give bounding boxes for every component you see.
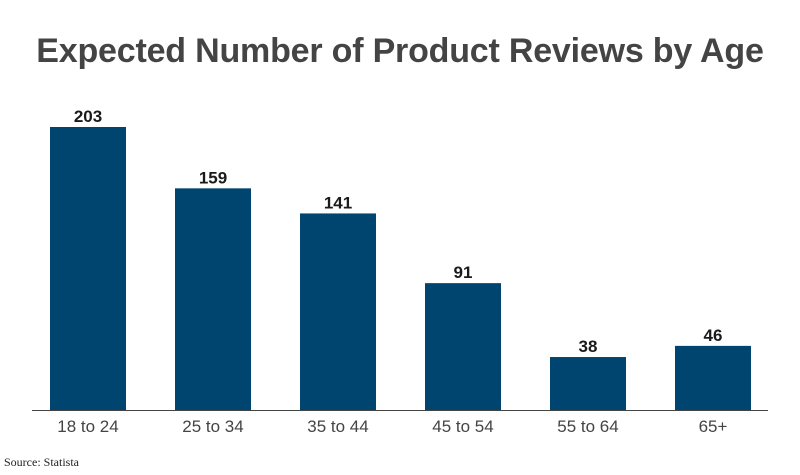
bar-5 bbox=[675, 345, 751, 410]
value-labels-layer: 203 159 141 91 38 46 bbox=[74, 107, 723, 356]
bar-3 bbox=[425, 283, 501, 410]
x-axis-ticks-layer: 18 to 24 25 to 34 35 to 44 45 to 54 55 to 64… bbox=[57, 417, 727, 436]
value-label-0: 203 bbox=[74, 107, 102, 126]
x-tick-label-0: 18 to 24 bbox=[57, 417, 118, 436]
value-label-2: 141 bbox=[324, 193, 352, 212]
x-tick-label-3: 45 to 54 bbox=[432, 417, 493, 436]
x-tick-label-1: 25 to 34 bbox=[182, 417, 243, 436]
x-tick-label-5: 65+ bbox=[699, 417, 728, 436]
bars-layer bbox=[50, 127, 751, 410]
bar-0 bbox=[50, 127, 126, 410]
value-label-4: 38 bbox=[579, 337, 598, 356]
bar-4 bbox=[550, 357, 626, 410]
chart-title: Expected Number of Product Reviews by Ag… bbox=[36, 32, 764, 70]
bar-2 bbox=[300, 213, 376, 410]
value-label-3: 91 bbox=[454, 263, 473, 282]
x-tick-label-4: 55 to 64 bbox=[557, 417, 618, 436]
value-label-1: 159 bbox=[199, 168, 227, 187]
value-label-5: 46 bbox=[704, 326, 723, 345]
source-note: Source: Statista bbox=[4, 455, 79, 469]
bar-1 bbox=[175, 188, 251, 410]
x-tick-label-2: 35 to 44 bbox=[307, 417, 368, 436]
